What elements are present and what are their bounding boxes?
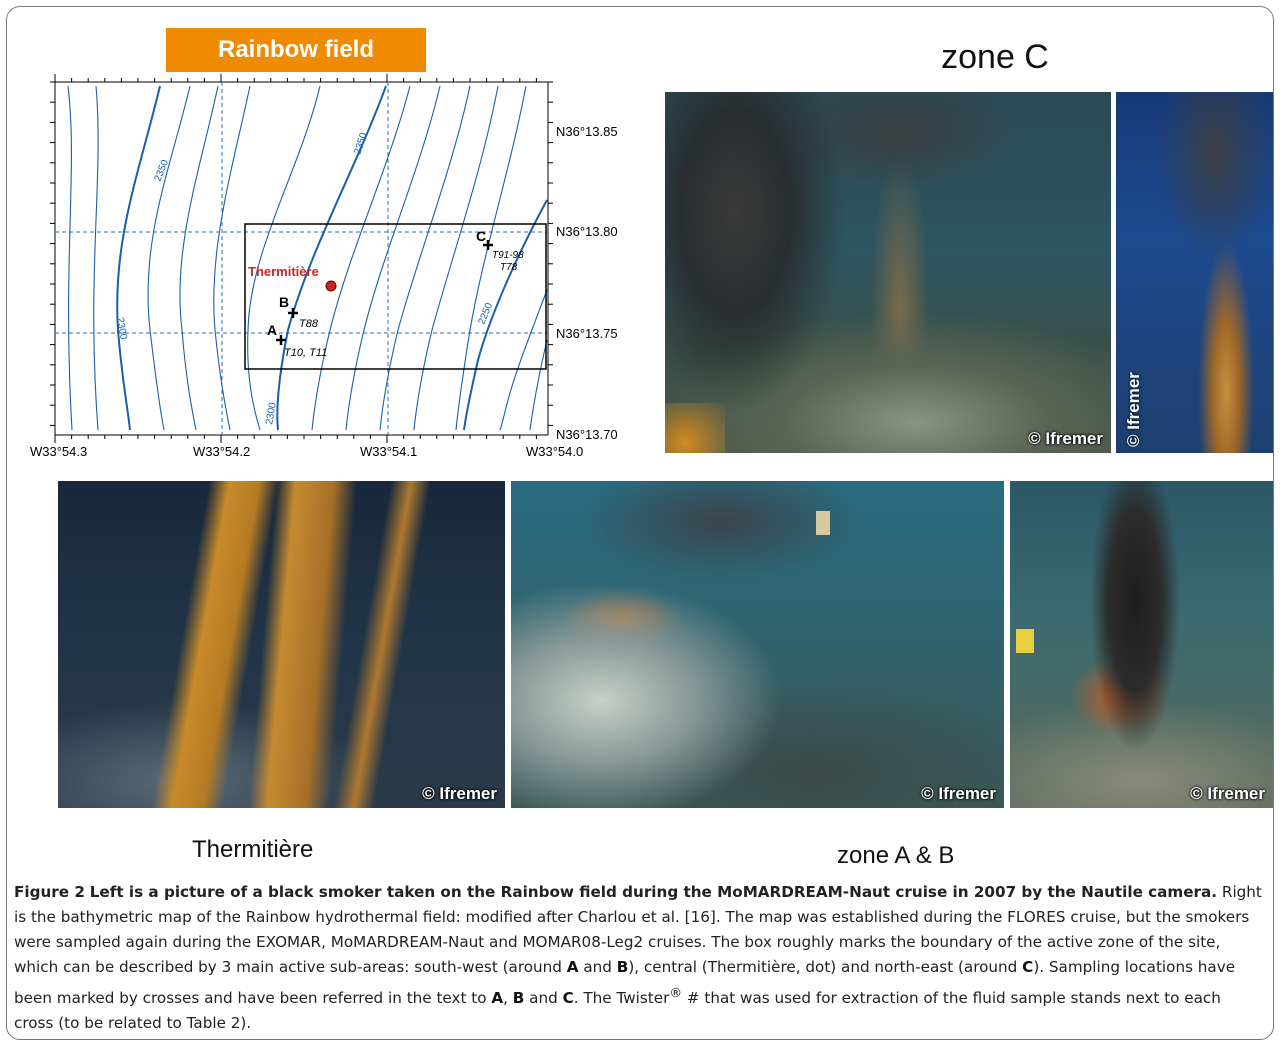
rainbow-field-banner: Rainbow field bbox=[166, 28, 426, 72]
zone-c-photo-side: © Ifremer bbox=[1116, 92, 1273, 453]
figure-frame bbox=[6, 6, 1274, 1040]
caption-bold-sentence: Left is a picture of a black smoker take… bbox=[89, 883, 1218, 901]
caption-text: # that was used for extraction of the fl… bbox=[14, 989, 1221, 1033]
zone-c-photo-main: © Ifremer bbox=[665, 92, 1111, 453]
lat-label: N36°13.75 bbox=[556, 326, 618, 341]
ref-b: B bbox=[616, 958, 629, 976]
caption-text: . bbox=[573, 989, 579, 1008]
zone-c-title: zone C bbox=[941, 38, 1049, 76]
bathymetric-map: 2350 2300 2350 2300 2250 Thermitière B T… bbox=[30, 74, 618, 459]
contour-label: 2300 bbox=[114, 317, 129, 341]
caption-text: , bbox=[503, 989, 508, 1008]
ref-a: A bbox=[566, 958, 579, 976]
figure-caption: Figure 2 Left is a picture of a black sm… bbox=[14, 880, 1264, 1036]
credit-ifremer: © Ifremer bbox=[1028, 429, 1103, 448]
figure-label: Figure 2 bbox=[14, 883, 85, 901]
caption-text: ). Sampling locations have been marked b… bbox=[14, 958, 1236, 1008]
lat-label: N36°13.80 bbox=[556, 224, 618, 239]
credit-ifremer: © Ifremer bbox=[1124, 372, 1143, 447]
thermitiere-photo: © Ifremer bbox=[58, 481, 505, 808]
site-a-twister: T10, T11 bbox=[284, 347, 327, 359]
credit-ifremer: © Ifremer bbox=[921, 784, 996, 803]
lon-label: W33°54.2 bbox=[193, 444, 250, 459]
contour-label: 2350 bbox=[352, 131, 369, 156]
thermitiere-label: Thermitière bbox=[192, 836, 314, 863]
ref-a: A bbox=[491, 989, 504, 1008]
thermitiere-dot bbox=[325, 280, 337, 292]
site-c-letter: C bbox=[476, 228, 486, 244]
lon-label: W33°54.3 bbox=[30, 444, 87, 459]
caption-text: The Twister bbox=[583, 989, 670, 1008]
registered-mark: ® bbox=[669, 985, 682, 1000]
site-c-twister-1: T91-98 bbox=[492, 250, 524, 261]
caption-text: and bbox=[583, 958, 612, 976]
caption-text: ), central (Thermitière, dot) and north-… bbox=[628, 958, 1018, 976]
caption-text: Right is the bathymetric map of the Rain… bbox=[14, 883, 1262, 976]
zone-ab-photo-side: © Ifremer bbox=[1010, 481, 1273, 808]
ref-c: C bbox=[1022, 958, 1034, 976]
site-b-twister: T88 bbox=[299, 318, 319, 330]
active-zone-box bbox=[244, 223, 547, 370]
credit-ifremer: © Ifremer bbox=[1190, 784, 1265, 803]
contour-label: 2300 bbox=[264, 401, 279, 425]
lat-label: N36°13.85 bbox=[556, 124, 618, 139]
contour-label: 2350 bbox=[153, 158, 172, 183]
lon-label: W33°54.1 bbox=[360, 444, 417, 459]
contour-label: 2250 bbox=[477, 301, 496, 326]
ref-c: C bbox=[562, 989, 574, 1008]
site-b-letter: B bbox=[279, 294, 289, 310]
credit-ifremer: © Ifremer bbox=[422, 784, 497, 803]
lat-label: N36°13.70 bbox=[556, 427, 618, 442]
thermitiere-map-label: Thermitière bbox=[248, 264, 319, 279]
caption-text: and bbox=[529, 989, 558, 1008]
site-c-twister-2: T78 bbox=[500, 262, 518, 273]
lon-label: W33°54.0 bbox=[526, 444, 583, 459]
site-a-letter: A bbox=[267, 322, 277, 338]
ref-b: B bbox=[512, 989, 525, 1008]
zone-ab-photo-main: © Ifremer bbox=[511, 481, 1004, 808]
zone-ab-label: zone A & B bbox=[837, 842, 955, 869]
